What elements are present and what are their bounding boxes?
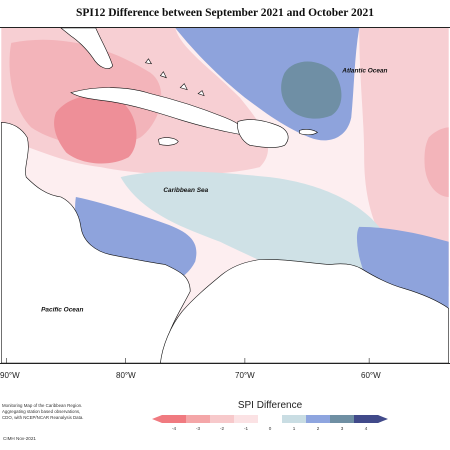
colorbar-left-arrow (152, 415, 162, 423)
pink-region-east (359, 28, 449, 287)
spi-difference-map: Atlantic Ocean Caribbean Sea Pacific Oce… (0, 27, 450, 364)
credit-line-2: Aggregating station based observations, (2, 409, 81, 415)
colorbar-swatch (258, 415, 283, 423)
longitude-label-70w: 70°W (235, 371, 255, 380)
colorbar-tick-label: -1 (244, 426, 249, 431)
colorbar-swatch (186, 415, 211, 423)
colorbar-swatch (306, 415, 331, 423)
colorbar-tick-label: 4 (365, 426, 368, 431)
colorbar-swatch (234, 415, 259, 423)
colorbar-tick-label: 2 (317, 426, 320, 431)
cimh-footer: CIMH Nov-2021 (3, 436, 36, 441)
colorbar-swatch (354, 415, 379, 423)
label-pacific-ocean: Pacific Ocean (41, 306, 83, 313)
legend-title: SPI Difference (237, 400, 303, 411)
blue-region-atlantic-dark (281, 61, 342, 119)
florida-landmass (60, 28, 113, 69)
colorbar-tick-label: -2 (220, 426, 225, 431)
longitude-ticks (6, 358, 370, 363)
longitude-label-60w: 60°W (361, 371, 381, 380)
label-caribbean-sea: Caribbean Sea (163, 187, 208, 194)
credit-line-1: Monitoring Map of the Caribbean Region. (2, 403, 83, 408)
data-credit: Monitoring Map of the Caribbean Region. … (2, 403, 132, 422)
colorbar-swatch (330, 415, 355, 423)
puerto-rico-island (299, 129, 318, 136)
spi-colorbar: -4 -3 -2 -1 0 1 2 3 4 (152, 415, 388, 431)
colorbar-swatch (282, 415, 307, 423)
map-title: SPI12 Difference between September 2021 … (75, 7, 374, 19)
pink-region-east-mid (424, 127, 449, 197)
colorbar-swatch (210, 415, 235, 423)
colorbar-tick-label: 3 (341, 426, 344, 431)
colorbar-right-arrow (378, 415, 388, 423)
colorbar-swatch (162, 415, 187, 423)
label-atlantic-ocean: Atlantic Ocean (341, 68, 387, 75)
colorbar-tick-label: 1 (293, 426, 296, 431)
colorbar-tick-label: -4 (172, 426, 177, 431)
jamaica-island (158, 137, 179, 146)
longitude-label-80w: 80°W (116, 371, 136, 380)
pink-region-gulf-strong (54, 95, 137, 164)
landmasses (1, 28, 449, 363)
central-america-landmass (1, 122, 191, 363)
bahamas-islands (144, 58, 205, 97)
colorbar-tick-label: -3 (196, 426, 201, 431)
credit-line-3: CDO, with NCEP/NCAR Reanalysis Data. (2, 415, 84, 421)
colorbar-tick-label: 0 (269, 426, 272, 431)
longitude-label-90w: 90°W (0, 371, 20, 380)
hispaniola-island (237, 119, 289, 148)
south-america-landmass (160, 259, 449, 363)
